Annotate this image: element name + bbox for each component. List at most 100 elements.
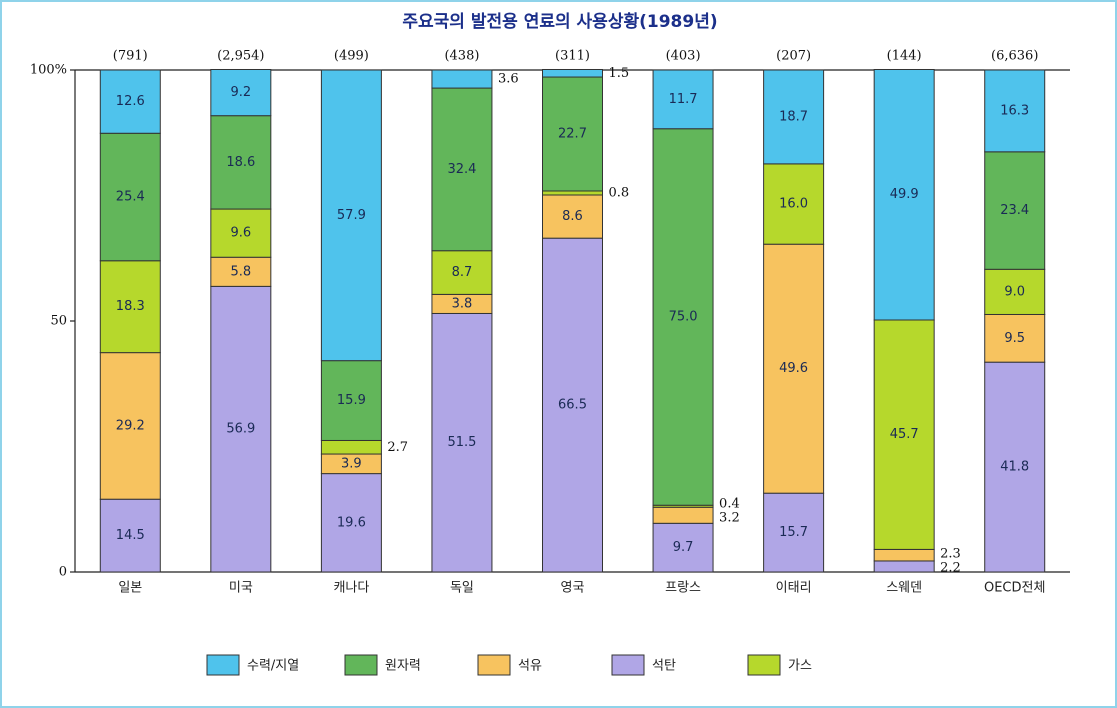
- bar-segment: [542, 237, 603, 573]
- total-label: (2,954): [217, 49, 264, 64]
- value-label: 14.5: [116, 528, 145, 543]
- value-label: 15.7: [779, 525, 808, 540]
- value-label: 49.9: [890, 187, 919, 202]
- bar-segment: [652, 506, 714, 524]
- y-tick-label: 0: [59, 565, 67, 580]
- total-label: (144): [887, 49, 922, 64]
- legend-swatch: [747, 654, 781, 676]
- value-label: 75.0: [669, 309, 698, 324]
- bar-segment: [99, 69, 161, 134]
- value-label: 19.6: [337, 515, 366, 530]
- bar-segment: [542, 68, 603, 78]
- bar-segment: [542, 194, 603, 239]
- y-tick-label: 100%: [30, 63, 67, 78]
- bar-segment: [210, 68, 272, 117]
- bar-segment: [210, 285, 272, 573]
- value-label: 56.9: [226, 422, 255, 437]
- value-label: 2.2: [940, 560, 961, 575]
- bar-segment: [763, 243, 825, 494]
- value-label: 51.5: [447, 435, 476, 450]
- bar-segment: [763, 69, 825, 165]
- bar-segment: [763, 492, 825, 573]
- value-label: 9.5: [1004, 331, 1025, 346]
- x-tick-label: 프랑스: [665, 581, 701, 596]
- value-label: 25.4: [116, 190, 145, 205]
- value-label: 66.5: [558, 398, 587, 413]
- value-label: 0.4: [719, 496, 740, 511]
- value-label: 41.8: [1000, 460, 1029, 475]
- total-label: (6,636): [991, 49, 1038, 64]
- value-label: 8.7: [452, 265, 473, 280]
- legend-swatch: [344, 654, 378, 676]
- value-label: 11.7: [669, 92, 698, 107]
- legend-swatch: [477, 654, 511, 676]
- bar-segment: [431, 312, 493, 573]
- value-label: 8.6: [562, 209, 583, 224]
- x-tick-label: OECD전체: [984, 581, 1045, 596]
- value-label: 18.7: [779, 109, 808, 124]
- bar-segment: [984, 268, 1046, 315]
- value-label: 9.6: [230, 226, 251, 241]
- legend-label: 석유: [518, 659, 542, 674]
- value-label: 9.2: [230, 85, 251, 100]
- bar-segment: [320, 69, 382, 362]
- total-label: (403): [666, 49, 701, 64]
- total-label: (311): [555, 49, 590, 64]
- x-tick-label: 독일: [450, 581, 474, 596]
- value-label: 57.9: [337, 208, 366, 223]
- legend-label: 원자력: [385, 659, 421, 674]
- total-label: (499): [334, 49, 369, 64]
- x-tick-label: 일본: [118, 581, 142, 596]
- x-tick-label: 캐나다: [333, 581, 369, 596]
- value-label: 5.8: [230, 264, 251, 279]
- bar-segment: [984, 69, 1046, 153]
- chart-title: 주요국의 발전용 연료의 사용상황(1989년): [402, 12, 717, 32]
- value-label: 32.4: [447, 162, 476, 177]
- value-label: 22.7: [558, 127, 587, 142]
- value-label: 9.0: [1004, 284, 1025, 299]
- bar-segment: [320, 473, 382, 573]
- x-tick-label: 이태리: [776, 581, 812, 596]
- bar-segment: [873, 68, 935, 321]
- x-tick-label: 영국: [561, 581, 585, 596]
- value-label: 29.2: [116, 418, 145, 433]
- total-label: (438): [444, 49, 479, 64]
- value-label: 18.6: [226, 155, 255, 170]
- bar-segment: [652, 522, 714, 573]
- value-label: 12.6: [116, 94, 145, 109]
- value-label: 16.3: [1000, 103, 1029, 118]
- bar-segment: [431, 250, 493, 295]
- value-label: 16.0: [779, 197, 808, 212]
- bar-segment: [210, 256, 272, 287]
- value-label: 3.9: [341, 456, 362, 471]
- value-label: 18.3: [116, 299, 145, 314]
- bar-segment: [652, 69, 714, 130]
- value-label: 49.6: [779, 361, 808, 376]
- bar-segment: [873, 560, 935, 573]
- legend-label: 가스: [788, 659, 812, 674]
- bar-segment: [542, 76, 603, 192]
- value-label: 1.5: [609, 66, 630, 81]
- value-label: 3.6: [498, 72, 519, 87]
- bar-segment: [873, 548, 935, 562]
- total-label: (207): [776, 49, 811, 64]
- value-label: 3.2: [719, 510, 740, 525]
- value-label: 2.7: [387, 440, 408, 455]
- legend-swatch: [206, 654, 240, 676]
- bar-segment: [320, 439, 382, 455]
- bar-segment: [99, 132, 161, 262]
- bar-segment: [652, 128, 714, 506]
- bar-segment: [431, 69, 493, 89]
- value-label: 9.7: [673, 540, 694, 555]
- bar-segment: [542, 190, 603, 196]
- bar-segment: [984, 151, 1046, 270]
- bar-segment: [320, 360, 382, 441]
- value-label: 0.8: [609, 185, 630, 200]
- value-label: 15.9: [337, 393, 366, 408]
- value-label: 23.4: [1000, 203, 1029, 218]
- value-label: 2.3: [940, 546, 961, 561]
- value-label: 3.8: [452, 296, 473, 311]
- total-label: (791): [113, 49, 148, 64]
